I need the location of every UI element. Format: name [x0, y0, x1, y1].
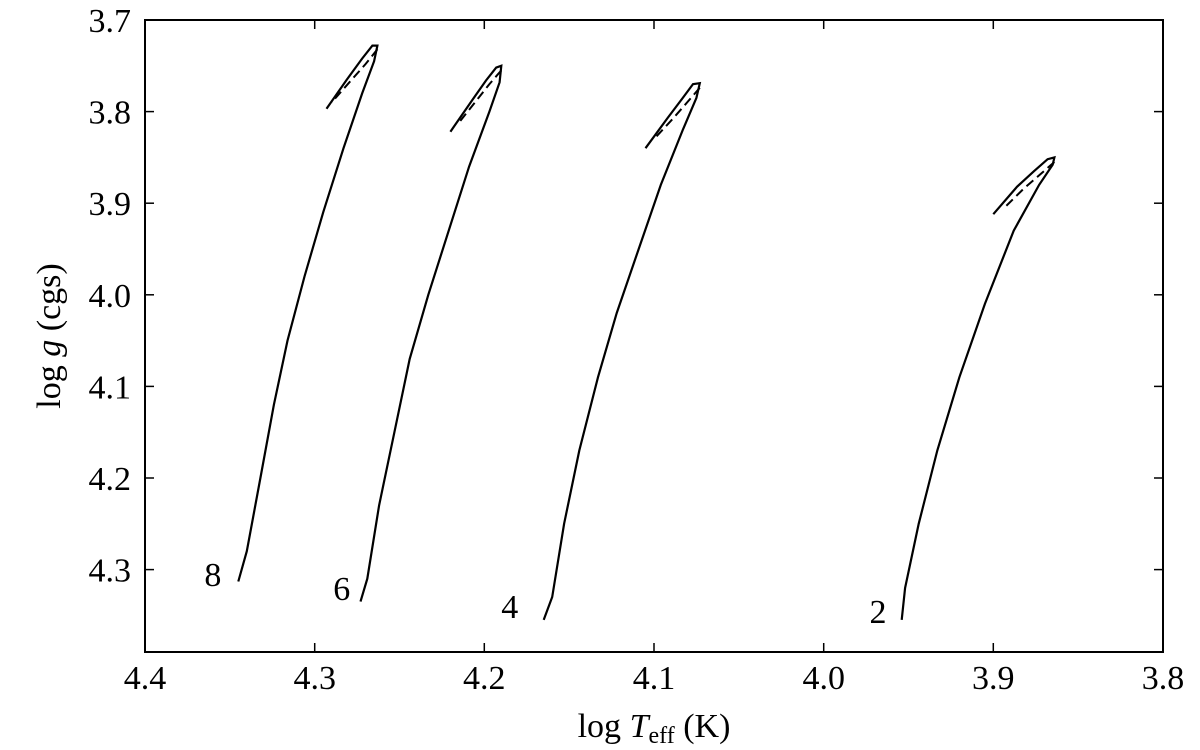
y-tick-label: 3.9	[89, 186, 132, 223]
track-6-dashed	[458, 69, 503, 124]
y-axis-title: log g (cgs)	[31, 263, 68, 408]
track-4-dashed	[653, 87, 701, 140]
track-8-dashed	[330, 48, 379, 104]
x-tick-label: 4.0	[802, 660, 845, 697]
labels-layer: 8 6 4 2	[204, 557, 886, 631]
plot-frame	[144, 19, 1164, 653]
track-label-8: 8	[204, 557, 221, 594]
x-axis-title: log Teff (K)	[578, 708, 731, 749]
track-2-dashed	[1004, 161, 1056, 208]
ticks-layer: 4.4 4.3 4.2 4.1 4.0 3.9 3.8 3.7 3.8 3.9 4.0 4.1 4.2 4…	[89, 3, 1185, 697]
y-tick-label: 3.8	[89, 95, 132, 132]
x-tick-label: 3.9	[972, 660, 1015, 697]
y-tick-label: 4.1	[89, 369, 132, 406]
track-label-6: 6	[333, 571, 350, 608]
track-2-solid	[900, 155, 1056, 621]
y-tick-label: 4.3	[89, 553, 132, 590]
track-8-solid	[237, 44, 379, 582]
track-label-4: 4	[501, 589, 518, 626]
tracks-layer	[237, 44, 1056, 621]
track-6-solid	[359, 64, 503, 602]
x-tick-label: 3.8	[1142, 660, 1185, 697]
x-tick-label: 4.1	[633, 660, 676, 697]
x-tick-label: 4.4	[124, 660, 167, 697]
track-label-2: 2	[870, 594, 887, 631]
y-tick-label: 4.2	[89, 461, 132, 498]
x-tick-label: 4.2	[463, 660, 506, 697]
track-4-solid	[542, 81, 702, 621]
y-tick-label: 4.0	[89, 278, 132, 315]
x-tick-label: 4.3	[293, 660, 336, 697]
y-tick-label: 3.7	[89, 3, 132, 40]
